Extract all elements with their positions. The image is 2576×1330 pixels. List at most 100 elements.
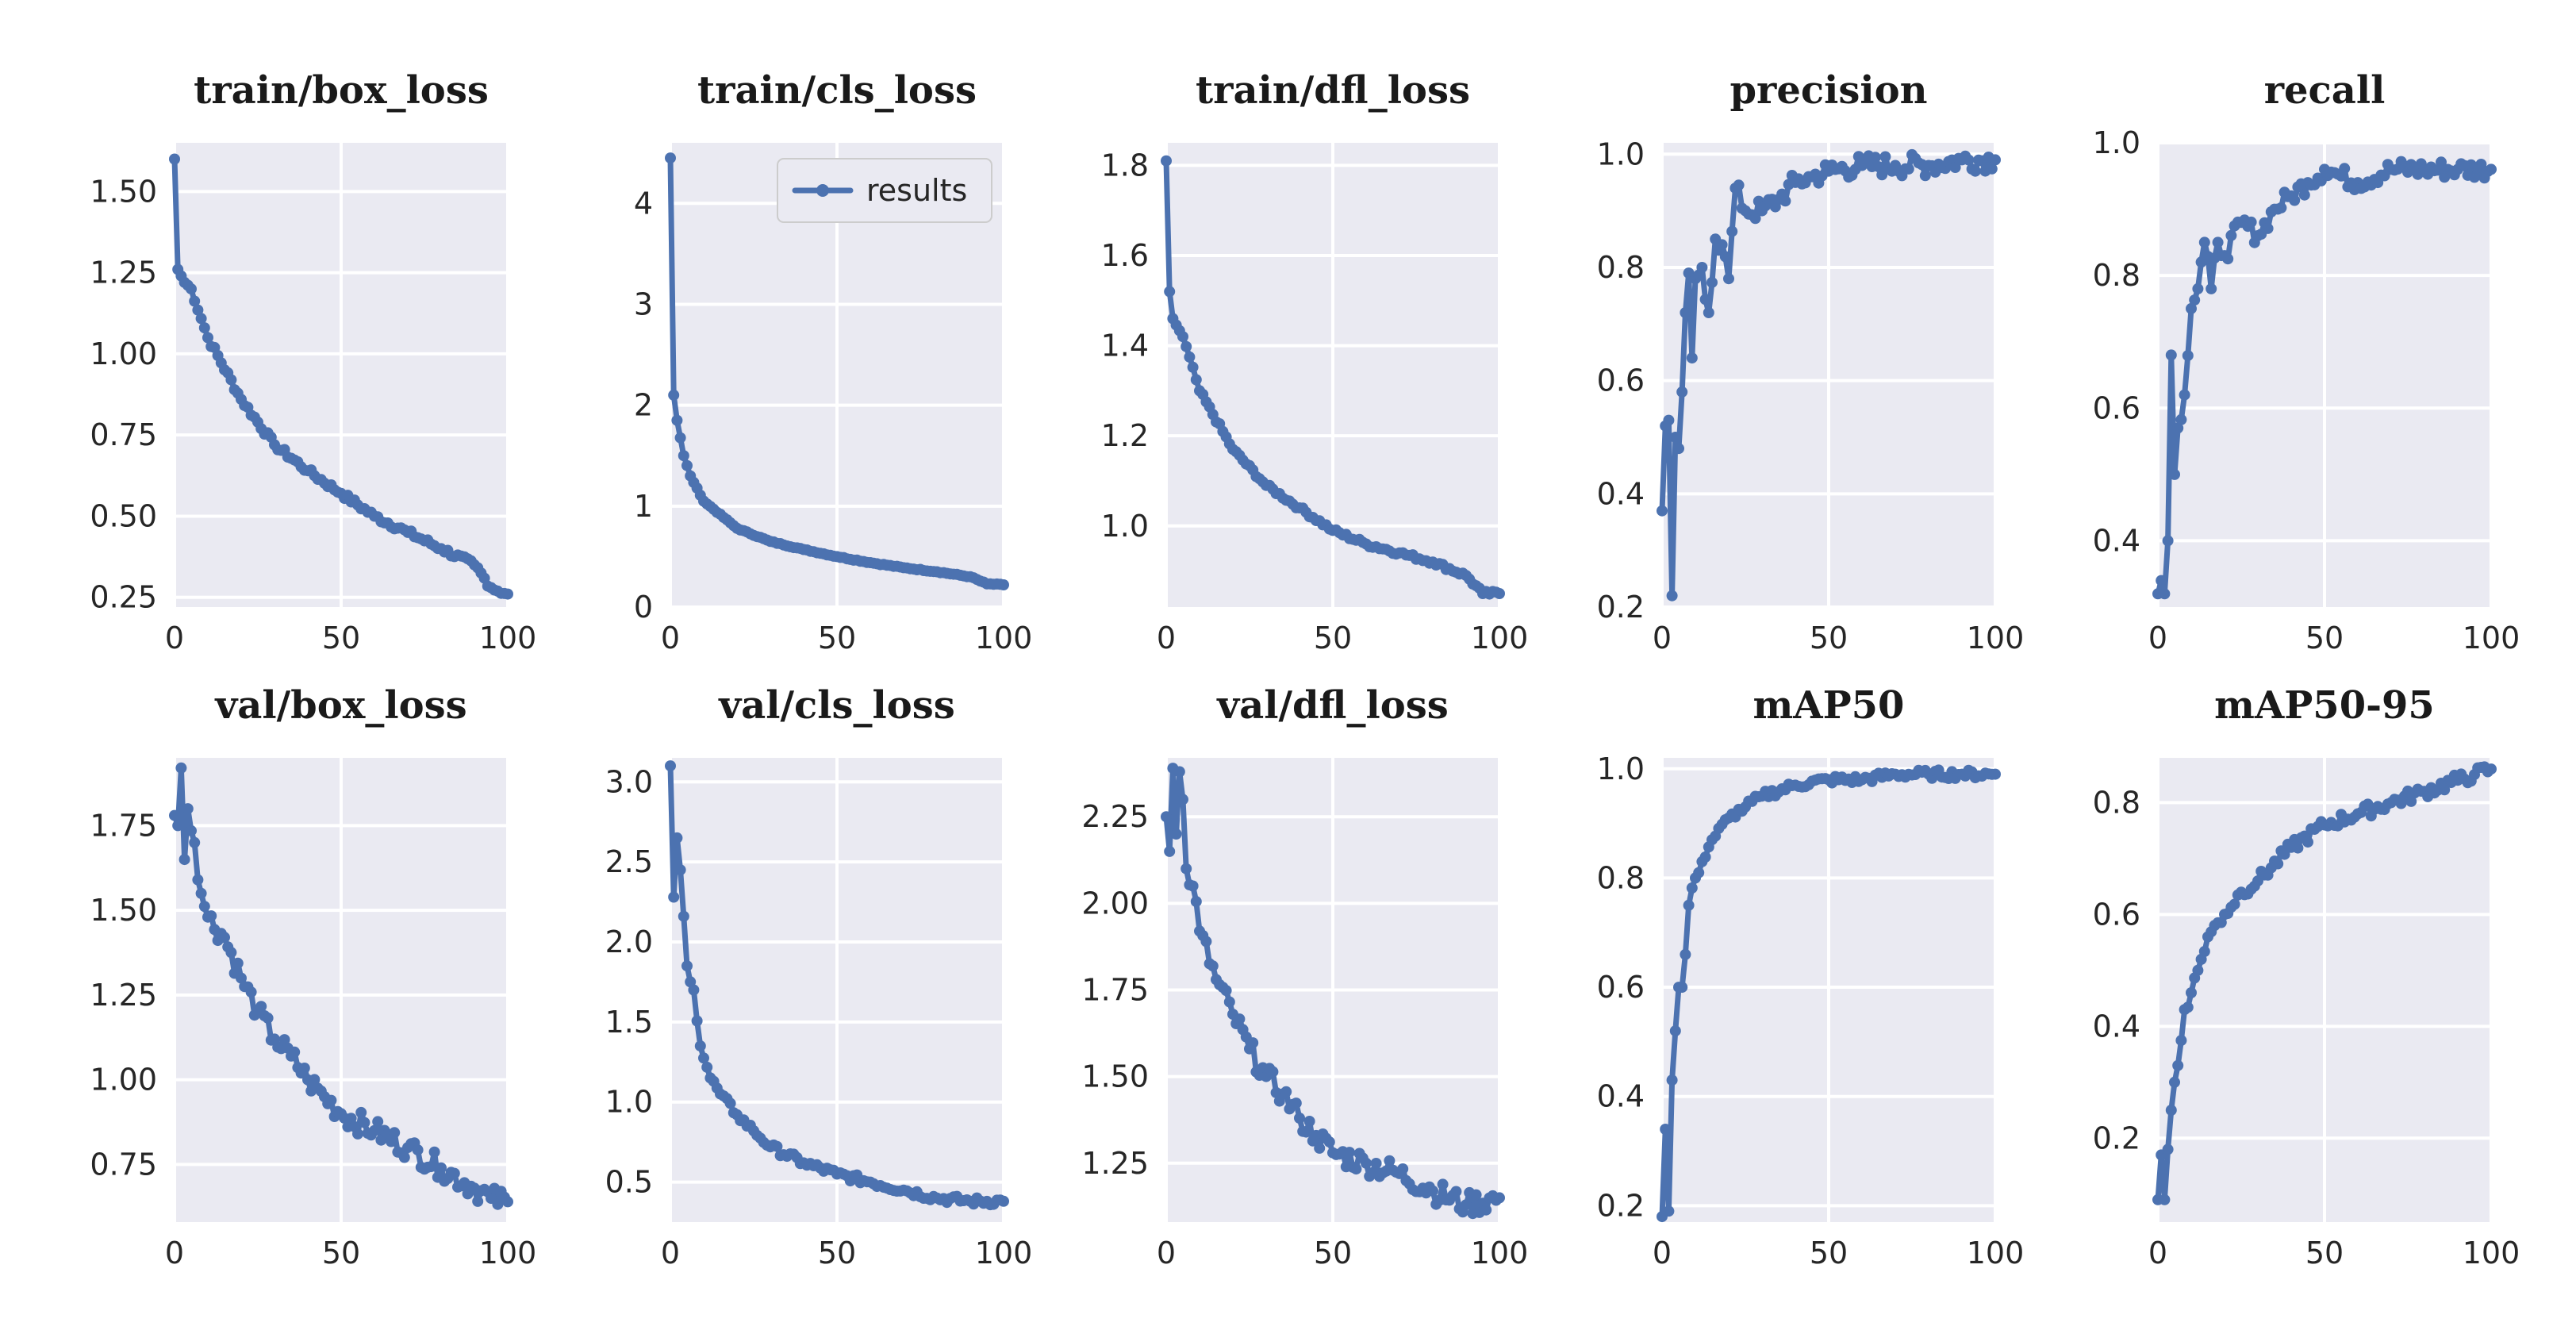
y-tick-label: 0.4	[2093, 1009, 2140, 1044]
data-point	[448, 1167, 460, 1179]
data-point	[186, 825, 197, 836]
y-tick-label: 1.5	[605, 1005, 653, 1040]
x-tick-label: 50	[1810, 621, 1848, 655]
data-point	[1879, 151, 1891, 163]
chart-title: val/dfl_loss	[1216, 683, 1449, 728]
data-point	[1680, 948, 1691, 960]
chart-panel-val_cls_loss: 0 50 100 0.5 1.0 1.5 2.0 2.5 3.0 val/cls_loss	[605, 683, 1033, 1270]
data-point	[1234, 1013, 1246, 1025]
x-tick-label: 50	[322, 1236, 360, 1270]
x-tick-label: 0	[1653, 621, 1672, 655]
data-point	[2192, 964, 2204, 976]
chart-title: train/dfl_loss	[1196, 68, 1470, 113]
data-point	[2186, 987, 2197, 998]
data-point	[2192, 283, 2204, 294]
data-point	[2292, 842, 2304, 854]
data-point	[1164, 286, 1176, 298]
x-tick-label: 50	[1810, 1236, 1848, 1270]
data-point	[1673, 443, 1684, 455]
data-point	[175, 762, 187, 774]
data-point	[355, 1106, 367, 1118]
data-point	[1919, 170, 1931, 182]
data-point	[398, 1151, 410, 1163]
y-tick-label: 1.50	[90, 174, 157, 209]
data-point	[205, 910, 217, 922]
data-point	[1350, 1163, 1362, 1175]
y-tick-label: 2	[634, 388, 653, 423]
y-tick-label: 2.0	[605, 924, 653, 959]
chart-panel-val_dfl_loss: 0 50 100 1.25 1.50 1.75 2.00 2.25 val/dfl_loss	[1081, 683, 1528, 1270]
x-tick-label: 100	[1967, 1236, 2025, 1270]
y-tick-label: 1.00	[90, 1063, 157, 1097]
chart-panel-precision: 0 50 100 0.2 0.4 0.6 0.8 1.0 precision	[1597, 68, 2025, 655]
data-point	[289, 1046, 301, 1058]
data-point	[2486, 163, 2497, 175]
x-tick-label: 50	[818, 1236, 856, 1270]
data-point	[1267, 1066, 1279, 1078]
y-tick-label: 0.4	[1597, 1079, 1645, 1114]
data-point	[671, 414, 683, 426]
data-point	[389, 1127, 401, 1139]
y-tick-label: 0.6	[2093, 390, 2140, 425]
x-tick-label: 0	[2148, 1236, 2167, 1270]
data-point	[1719, 251, 1731, 263]
data-point	[2206, 283, 2217, 294]
data-point	[2302, 836, 2313, 848]
data-point	[219, 932, 230, 944]
y-tick-label: 1.75	[1081, 973, 1149, 1008]
chart-title: val/box_loss	[214, 683, 466, 728]
data-point	[2159, 588, 2171, 600]
data-point	[192, 304, 204, 316]
data-point	[2162, 535, 2174, 547]
data-point	[671, 832, 683, 844]
data-point	[1177, 331, 1188, 343]
data-point	[2169, 1076, 2180, 1088]
x-tick-label: 0	[661, 621, 680, 655]
data-point	[1294, 1113, 1305, 1124]
data-point	[998, 579, 1009, 590]
data-point	[678, 910, 689, 922]
y-tick-label: 4	[634, 186, 653, 221]
data-point	[998, 1195, 1009, 1207]
y-tick-label: 0.8	[1597, 860, 1645, 895]
data-point	[1220, 985, 1232, 997]
y-tick-label: 0.6	[2093, 897, 2140, 932]
y-tick-label: 1.8	[1101, 148, 1149, 183]
y-tick-label: 0.5	[605, 1165, 653, 1200]
data-point	[412, 1144, 424, 1156]
data-point	[225, 374, 237, 386]
data-point	[1703, 307, 1714, 318]
y-tick-label: 2.5	[605, 844, 653, 879]
data-point	[182, 803, 194, 815]
chart-panel-train_box_loss: 0 50 100 0.25 0.50 0.75 1.00 1.25 1.50 train/box_…	[90, 68, 536, 655]
x-tick-label: 100	[1471, 621, 1529, 655]
data-point	[1657, 505, 1668, 517]
data-point	[674, 864, 686, 876]
data-point	[1161, 155, 1172, 167]
chart-panel-train_dfl_loss: 0 50 100 1.0 1.2 1.4 1.6 1.8 train/dfl_loss	[1101, 68, 1529, 655]
data-point	[1190, 374, 1202, 386]
x-tick-label: 0	[165, 1236, 184, 1270]
data-point	[2162, 1144, 2174, 1155]
data-point	[1370, 1158, 1382, 1169]
data-point	[1314, 1142, 1326, 1154]
x-tick-label: 50	[2305, 1236, 2344, 1270]
x-tick-label: 50	[1314, 1236, 1352, 1270]
data-point	[428, 1146, 440, 1158]
data-point	[1181, 863, 1192, 874]
data-point	[2298, 189, 2310, 201]
data-point	[2175, 1035, 2187, 1047]
chart-title: mAP50	[1753, 683, 1905, 728]
data-point	[2165, 1105, 2177, 1116]
chart-title: train/box_loss	[194, 68, 489, 113]
data-point	[2225, 229, 2237, 241]
data-point	[2169, 468, 2180, 480]
data-point	[195, 887, 207, 899]
data-point	[2262, 222, 2274, 234]
data-point	[2405, 795, 2417, 807]
data-point	[372, 1116, 384, 1128]
data-point	[1397, 1163, 1409, 1174]
data-point	[1170, 828, 1182, 840]
data-point	[1450, 1186, 1462, 1197]
